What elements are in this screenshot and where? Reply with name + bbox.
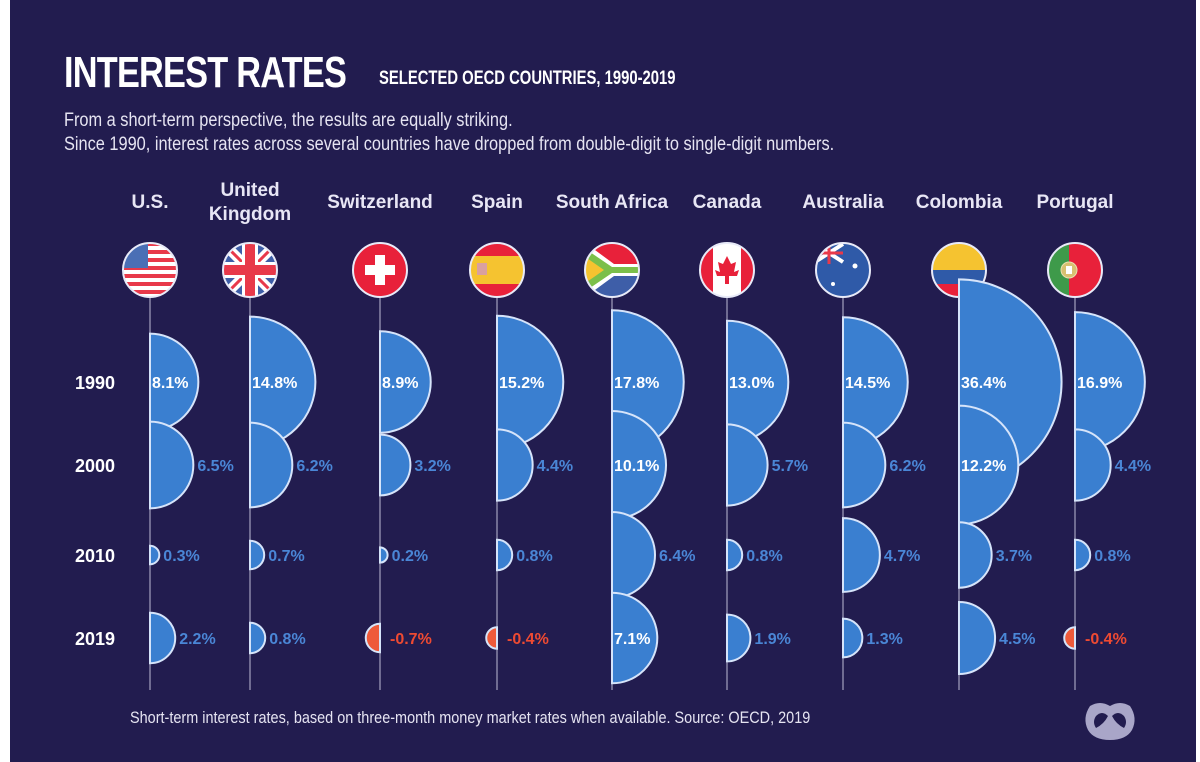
bubble-canada-2019 (726, 613, 752, 663)
description-line-1: From a short-term perspective, the resul… (64, 110, 513, 131)
value-label-colombia-2019: 4.5% (999, 631, 1035, 648)
value-labels: 8.1% 6.5% 0.3% 2.2% 14.8% 6.2% 0.7% 0.8% 8.9% 3.2… (152, 375, 1151, 648)
value-label-canada-2000: 5.7% (772, 458, 808, 475)
value-label-united-kingdom-2000: 6.2% (296, 458, 332, 475)
value-label-spain-1990: 15.2% (499, 375, 544, 392)
bubble-canada-2000 (726, 423, 769, 507)
south-africa-flag-icon (584, 242, 640, 298)
spain-flag-icon (469, 242, 525, 298)
bubble-colombia-2010 (958, 521, 993, 589)
year-axis: 1990 2000 2010 2019 (75, 373, 115, 649)
bubble-colombia-2019 (958, 600, 996, 676)
bubble-spain-2019 (485, 626, 498, 650)
bubble-switzerland-2000 (379, 433, 412, 497)
chart-subtitle: SELECTED OECD COUNTRIES, 1990-2019 (379, 68, 676, 89)
value-label-portugal-2019: -0.4% (1085, 631, 1127, 648)
country-label-australia: Australia (802, 192, 884, 213)
bubble-australia-2019 (842, 617, 864, 659)
bubble-portugal-2019 (1063, 626, 1076, 650)
bubble-canada-2010 (726, 538, 744, 572)
us-flag-icon (122, 242, 178, 298)
value-label-portugal-2000: 4.4% (1115, 458, 1151, 475)
value-label-portugal-1990: 16.9% (1077, 375, 1122, 392)
country-label-switzerland: Switzerland (327, 192, 433, 213)
value-label-u-s-2010: 0.3% (163, 548, 199, 565)
value-label-portugal-2010: 0.8% (1094, 548, 1130, 565)
value-label-australia-2000: 6.2% (889, 458, 925, 475)
value-label-spain-2019: -0.4% (507, 631, 549, 648)
country-label-united-kingdom: United (220, 180, 279, 201)
value-label-u-s-1990: 8.1% (152, 375, 188, 392)
bubble-colombia-2000 (958, 404, 1020, 526)
bubble-switzerland-2010 (379, 546, 389, 564)
bubble-spain-2010 (496, 538, 514, 572)
value-label-united-kingdom-2010: 0.7% (268, 548, 304, 565)
country-label-south-africa: South Africa (556, 192, 669, 213)
switzerland-flag-icon (352, 242, 408, 298)
bubbles (149, 278, 1146, 685)
value-label-spain-2000: 4.4% (537, 458, 573, 475)
value-label-south-africa-2010: 6.4% (659, 548, 695, 565)
canada-flag-icon (699, 242, 755, 298)
bubble-australia-2000 (842, 421, 887, 509)
country-label-united-kingdom: Kingdom (209, 204, 291, 225)
value-label-australia-1990: 14.5% (845, 375, 890, 392)
country-label-colombia: Colombia (916, 192, 1003, 213)
country-label-u-s: U.S. (132, 192, 169, 213)
bubble-australia-2010 (842, 517, 881, 593)
year-label-2010: 2010 (75, 546, 115, 566)
bubble-portugal-2010 (1074, 538, 1092, 572)
year-label-1990: 1990 (75, 373, 115, 393)
bubble-united-kingdom-2010 (249, 539, 266, 571)
bubble-south-africa-2019 (611, 591, 659, 685)
value-label-u-s-2000: 6.5% (197, 458, 233, 475)
value-label-south-africa-2000: 10.1% (614, 458, 659, 475)
bubble-switzerland-1990 (379, 330, 432, 434)
flags (122, 242, 1103, 298)
country-label-canada: Canada (693, 192, 762, 213)
value-label-south-africa-2019: 7.1% (614, 631, 650, 648)
value-label-australia-2019: 1.3% (866, 631, 902, 648)
bubble-south-africa-2010 (611, 510, 656, 600)
value-label-united-kingdom-2019: 0.8% (269, 631, 305, 648)
value-label-colombia-2010: 3.7% (996, 548, 1032, 565)
country-label-spain: Spain (471, 192, 523, 213)
value-label-switzerland-2010: 0.2% (392, 548, 428, 565)
value-label-canada-1990: 13.0% (729, 375, 774, 392)
year-label-2019: 2019 (75, 629, 115, 649)
australia-flag-icon (815, 242, 871, 298)
bubble-spain-2000 (496, 428, 534, 502)
portugal-flag-icon (1047, 242, 1103, 298)
visual-capitalist-logo-icon (1082, 700, 1138, 749)
uk-flag-icon (222, 242, 278, 298)
bubble-u-s-2000 (149, 420, 195, 510)
bubble-united-kingdom-2019 (249, 621, 267, 655)
description-line-2: Since 1990, interest rates across severa… (64, 134, 835, 155)
value-label-canada-2019: 1.9% (754, 631, 790, 648)
value-label-colombia-1990: 36.4% (961, 375, 1006, 392)
value-label-south-africa-1990: 17.8% (614, 375, 659, 392)
value-label-canada-2010: 0.8% (746, 548, 782, 565)
chart-title: INTEREST RATES (64, 48, 347, 97)
value-label-colombia-2000: 12.2% (961, 458, 1006, 475)
bubble-switzerland-2019 (364, 622, 381, 654)
value-label-u-s-2019: 2.2% (179, 631, 215, 648)
year-label-2000: 2000 (75, 456, 115, 476)
value-label-switzerland-1990: 8.9% (382, 375, 418, 392)
value-label-spain-2010: 0.8% (516, 548, 552, 565)
country-labels: U.S. United Kingdom Switzerland Spain South A… (132, 180, 1114, 225)
value-label-switzerland-2000: 3.2% (414, 458, 450, 475)
value-label-australia-2010: 4.7% (884, 548, 920, 565)
value-label-switzerland-2019: -0.7% (390, 631, 432, 648)
bubble-portugal-2000 (1074, 428, 1112, 502)
country-label-portugal: Portugal (1036, 192, 1113, 213)
bubble-u-s-2019 (149, 611, 177, 665)
bubble-u-s-2010 (149, 544, 161, 566)
source-note: Short-term interest rates, based on thre… (130, 708, 811, 727)
value-label-united-kingdom-1990: 14.8% (252, 375, 297, 392)
bubble-united-kingdom-2000 (249, 421, 294, 509)
